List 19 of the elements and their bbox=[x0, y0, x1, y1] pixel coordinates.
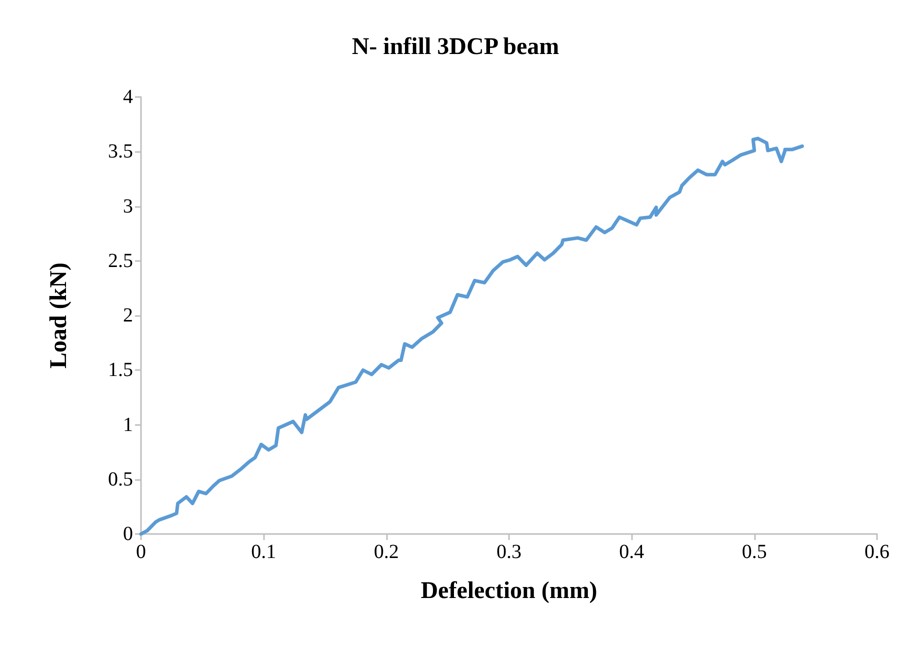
y-axis-title: Load (kN) bbox=[46, 262, 72, 369]
line-series bbox=[139, 136, 804, 536]
x-tick-label: 0.6 bbox=[864, 541, 890, 563]
y-tick-label: 4 bbox=[123, 86, 133, 108]
y-tick-label: 2.5 bbox=[108, 250, 133, 272]
x-axis-title: Defelection (mm) bbox=[420, 578, 598, 604]
x-tick-label: 0.5 bbox=[742, 541, 767, 563]
y-tick-label: 3 bbox=[123, 195, 133, 218]
y-tick-label: 0 bbox=[123, 523, 133, 545]
x-tick-label: 0.2 bbox=[374, 541, 399, 563]
x-tick-label: 0.1 bbox=[251, 541, 276, 563]
x-tick-label: 0.4 bbox=[619, 541, 644, 563]
y-tick-label: 2 bbox=[123, 304, 133, 326]
y-tick-label: 1 bbox=[123, 414, 133, 436]
chart-title: N- infill 3DCP beam bbox=[352, 34, 560, 60]
y-tick-label: 1.5 bbox=[108, 359, 133, 382]
y-tick-label: 0.5 bbox=[108, 468, 133, 490]
x-tick-label: 0.3 bbox=[496, 541, 522, 563]
y-tick-label: 3.5 bbox=[108, 140, 133, 163]
